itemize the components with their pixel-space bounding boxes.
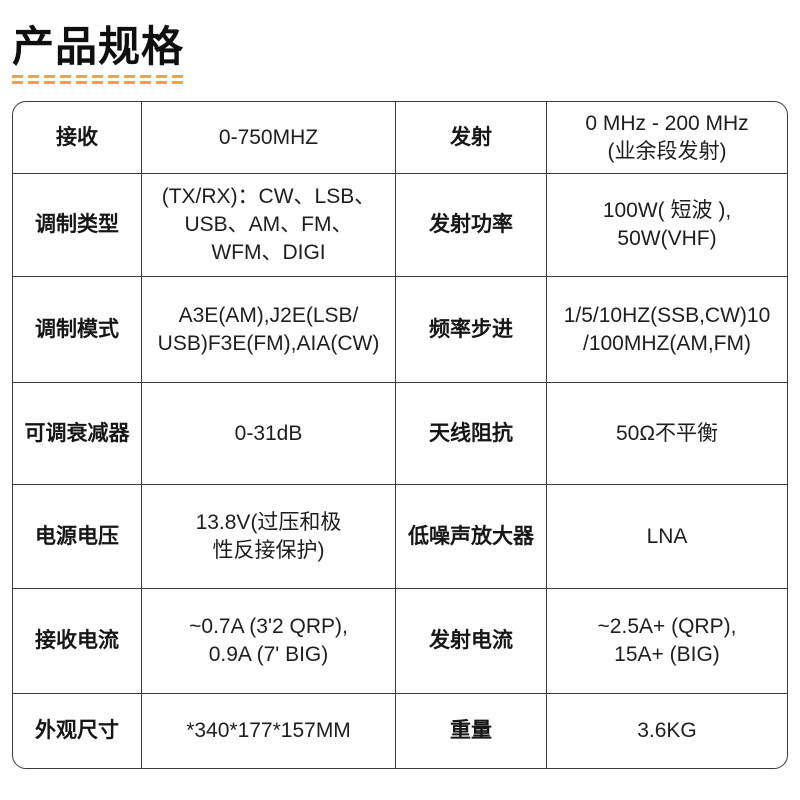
spec-label-cell: 可调衰减器 [13,382,141,484]
spec-value-cell: *340*177*157MM [141,693,395,768]
spec-label-cell: 接收 [56,125,98,149]
spec-label-cell: 电源电压 [13,484,141,588]
spec-label-cell: 天线阻抗 [395,382,546,484]
spec-value-cell: ~0.7A (3'2 QRP), 0.9A (7' BIG) [141,588,395,693]
spec-label-cell: 调制类型 [13,173,141,276]
spec-value-cell: (TX/RX)：CW、LSB、 USB、AM、FM、 WFM、DIGI [141,173,395,276]
spec-label-cell: 重量 [395,693,546,768]
spec-value-cell: ~2.5A+ (QRP), 15A+ (BIG) [546,588,787,693]
spec-value-cell: 13.8V(过压和极 性反接保护) [141,484,395,588]
page-title: 产品规格 [12,23,185,70]
spec-value-cell: 0-31dB [141,382,395,484]
spec-label-cell: 频率步进 [395,276,546,382]
spec-value-cell: LNA [546,484,787,588]
spec-label-cell: 外观尺寸 [13,693,141,768]
spec-label-cell: 调制模式 [13,276,141,382]
spec-value-cell: 0 MHz - 200 MHz (业余段发射) [546,102,787,173]
title-dashed-underline [12,75,184,84]
spec-value-cell: A3E(AM),J2E(LSB/ USB)F3E(FM),AIA(CW) [141,276,395,382]
spec-label-cell: 发射 [395,102,546,173]
spec-value-cell: 1/5/10HZ(SSB,CW)10 /100MHZ(AM,FM) [546,276,787,382]
spec-label-cell: 发射电流 [395,588,546,693]
dash-line-top [12,75,184,78]
spec-table: 接收 0-750MHZ 发射 0 MHz - 200 MHz (业余段发射) 调… [12,101,788,769]
spec-label-cell: 发射功率 [395,173,546,276]
spec-value-cell: 50Ω不平衡 [546,382,787,484]
dash-line-bottom [12,81,184,84]
spec-label-cell: 接收电流 [13,588,141,693]
spec-label-cell: 低噪声放大器 [395,484,546,588]
spec-value-cell: 0-750MHZ [141,102,395,173]
spec-value-cell: 100W( 短波 ), 50W(VHF) [546,173,787,276]
spec-value-cell: 3.6KG [546,693,787,768]
